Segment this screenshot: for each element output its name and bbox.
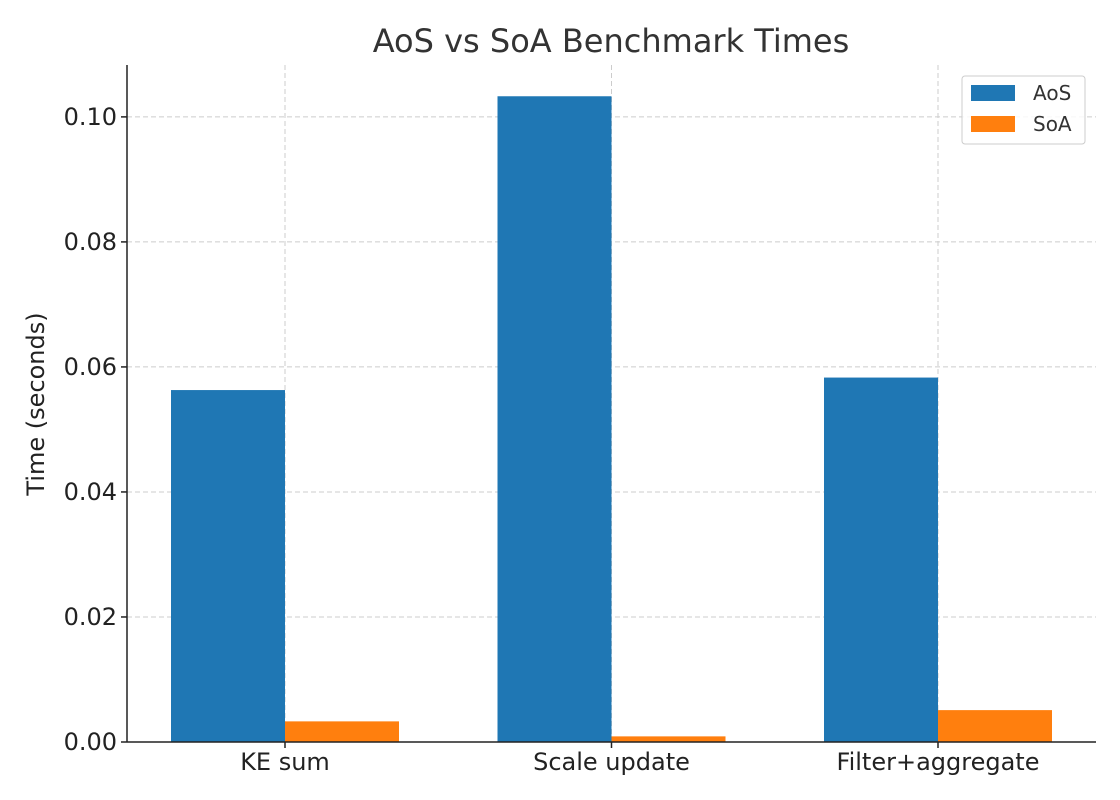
legend-swatch-aos [971, 85, 1015, 101]
axes [121, 65, 1096, 748]
y-axis-label: Time (seconds) [22, 312, 50, 496]
y-tick-label: 0.04 [64, 478, 117, 506]
legend-swatch-soa [971, 116, 1015, 132]
chart-title: AoS vs SoA Benchmark Times [373, 22, 850, 60]
x-tick-label: Filter+aggregate [837, 748, 1040, 776]
x-tick-label: KE sum [240, 748, 330, 776]
bars [171, 96, 1052, 743]
bar-aos-filter-aggregate [824, 377, 938, 742]
y-tick-label: 0.08 [64, 228, 117, 256]
legend-label-soa: SoA [1033, 112, 1072, 136]
bar-aos-ke-sum [171, 390, 285, 742]
legend: AoS SoA [961, 75, 1086, 145]
bar-aos-scale-update [497, 96, 612, 743]
bar-soa-scale-update [611, 736, 726, 742]
legend-label-aos: AoS [1033, 81, 1071, 105]
bar-soa-filter-aggregate [938, 710, 1052, 742]
tick-labels: 0.00 0.02 0.04 0.06 0.08 0.10 KE sum Scale upda… [64, 103, 1040, 776]
y-tick-label: 0.02 [64, 603, 117, 631]
x-tick-label: Scale update [533, 748, 690, 776]
y-tick-label: 0.06 [64, 353, 117, 381]
y-tick-label: 0.00 [64, 728, 117, 756]
bar-soa-ke-sum [285, 721, 399, 742]
y-tick-label: 0.10 [64, 103, 117, 131]
